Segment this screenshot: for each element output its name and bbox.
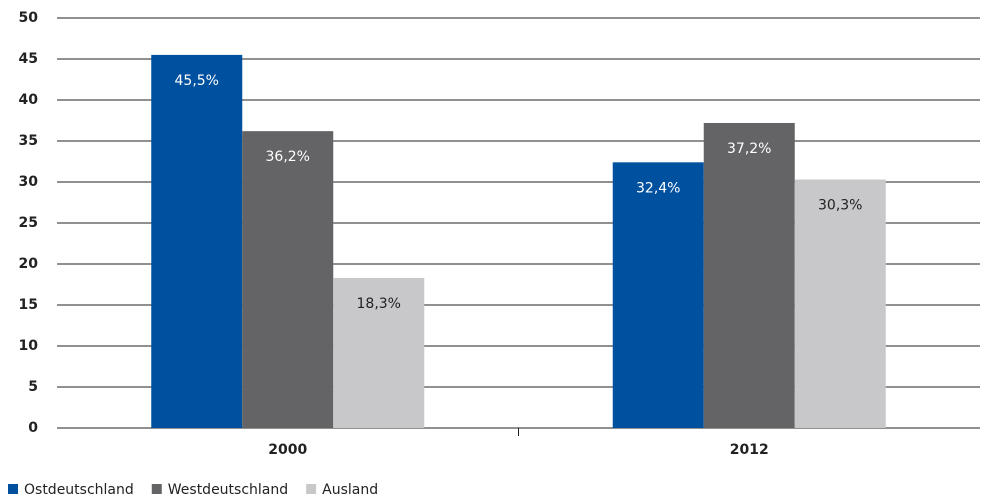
y-tick-label: 35 [19, 133, 38, 149]
value-label: 30,3% [818, 198, 862, 214]
y-tick-label: 15 [19, 297, 38, 313]
value-label: 37,2% [727, 141, 771, 157]
y-tick-label: 20 [19, 256, 39, 272]
bar [794, 179, 886, 428]
y-tick-label: 50 [19, 10, 39, 26]
x-tick-label: 2012 [730, 442, 769, 458]
value-label: 18,3% [357, 296, 401, 312]
bar [703, 122, 795, 429]
legend-label: Ostdeutschland [24, 482, 134, 498]
y-tick-label: 10 [19, 338, 39, 354]
bar [612, 162, 704, 428]
legend-swatch [306, 484, 317, 494]
value-label: 32,4% [636, 180, 680, 196]
bar [242, 131, 334, 428]
legend-label: Ausland [322, 482, 378, 498]
legend-swatch [8, 484, 18, 494]
y-tick-label: 0 [28, 420, 38, 436]
y-tick-label: 30 [19, 174, 39, 190]
legend-label: Westdeutschland [168, 482, 288, 498]
bar [333, 277, 425, 428]
y-tick-label: 5 [28, 379, 38, 395]
value-label: 45,5% [175, 73, 219, 89]
x-tick-label: 2000 [268, 442, 307, 458]
y-tick-label: 45 [19, 51, 38, 67]
y-tick-label: 25 [19, 215, 38, 231]
bar [151, 54, 243, 429]
legend-swatch [151, 484, 162, 494]
value-label: 36,2% [266, 149, 310, 165]
y-tick-label: 40 [19, 92, 39, 108]
